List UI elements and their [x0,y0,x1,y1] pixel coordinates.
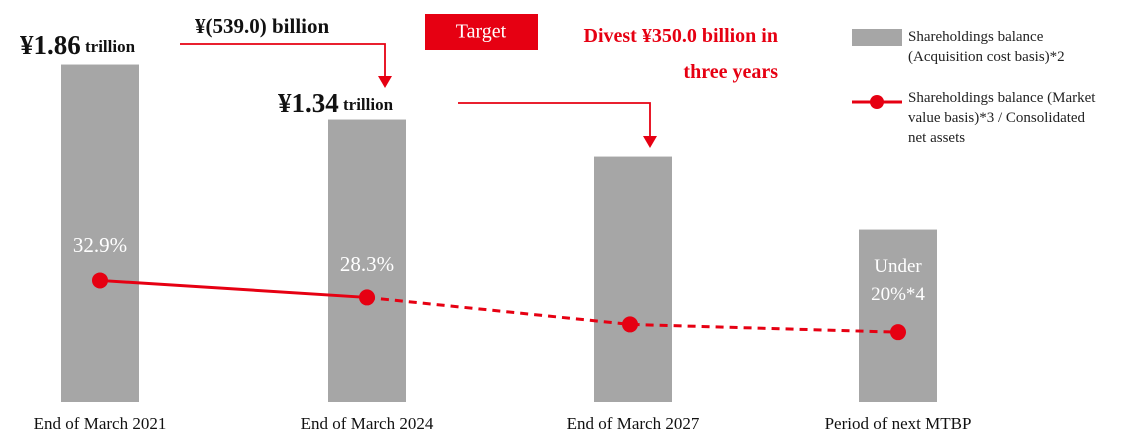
bar [594,156,672,402]
legend-label: Shareholdings balance (Acquisition cost … [908,29,1065,65]
target-box [425,14,538,50]
bar-value-unit: trillion [339,95,394,114]
line-point [622,316,638,333]
bar-value-label: ¥1.86 trillion [20,30,136,60]
bar [61,64,139,402]
line-value-label: 32.9% [73,233,127,257]
line-dashed [366,295,899,334]
x-tick-label: Period of next MTBP [825,414,972,433]
bar-value-label: ¥1.34 trillion [278,88,394,118]
label-line: Under [874,256,922,277]
line-point [92,272,108,289]
annotation: Divest ¥350.0 billion in three years [583,25,778,83]
annotation: Target [456,21,507,43]
label-line: 20%*4 [871,284,925,305]
x-tick-label: End of March 2021 [34,414,167,433]
bar [328,119,406,402]
line-value-label: 28.3% [340,252,394,276]
annotation: ¥(539.0) billion [195,14,330,38]
line-solid [99,278,368,299]
line-point [359,289,375,306]
arrow-head [643,136,657,148]
arrow [180,43,651,138]
legend-swatch [852,29,902,46]
line-value-label: Under 20%*4 [871,256,925,305]
x-tick-label: End of March 2027 [567,414,700,433]
x-tick-label: End of March 2024 [301,414,434,433]
legend-swatch [870,95,884,109]
legend-label: Shareholdings balance (Market value basi… [908,90,1096,146]
bar [859,229,937,402]
bar-value-unit: trillion [81,37,136,56]
arrow-head [378,76,392,88]
line-point [890,324,906,341]
bar-value-number: ¥1.34 [278,88,339,118]
bar-value-number: ¥1.86 [20,30,81,60]
